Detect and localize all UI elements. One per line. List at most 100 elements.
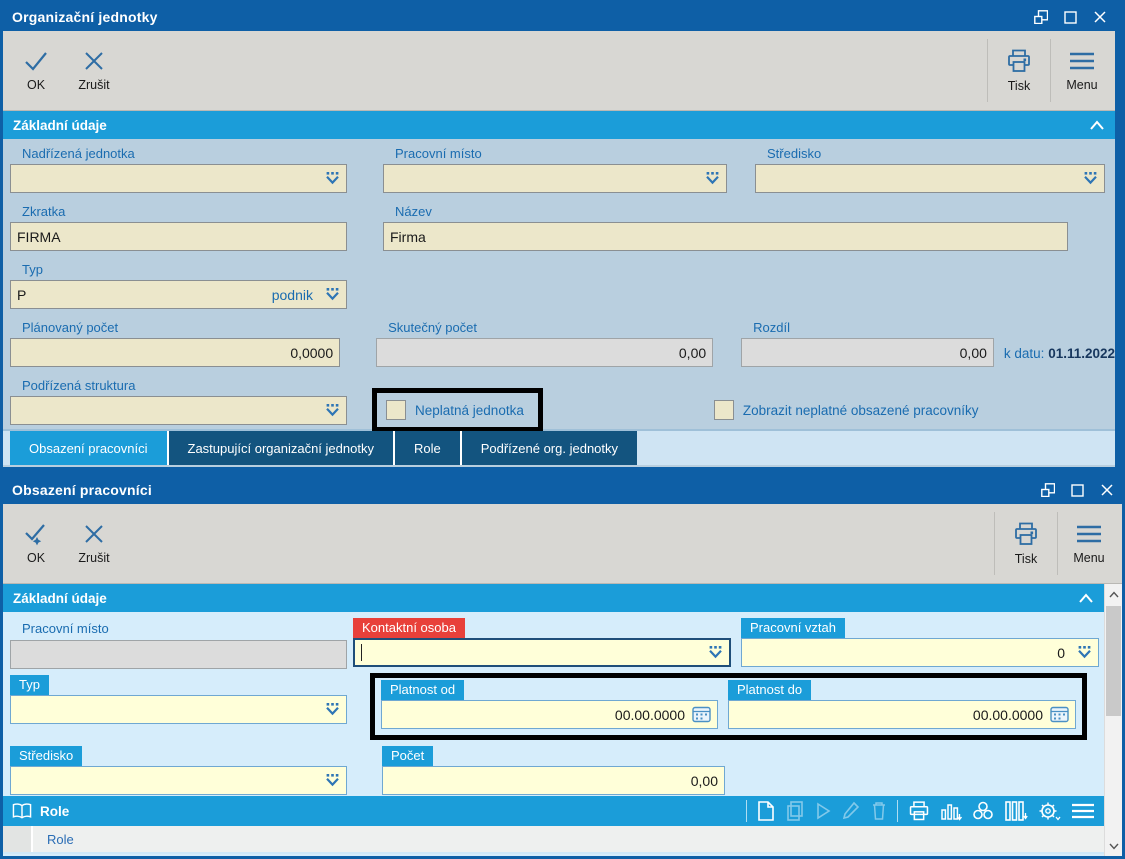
close-window-icon[interactable] — [1093, 10, 1107, 24]
form-row: Středisko Počet 0,00 — [10, 746, 1104, 795]
field-value: 00.00.0000 — [614, 706, 685, 723]
book-icon — [11, 802, 33, 820]
kontaktni-osoba-input[interactable] — [353, 638, 731, 667]
dropdown-icon[interactable] — [319, 172, 340, 185]
dropdown-icon[interactable] — [319, 774, 340, 787]
nazev-input[interactable]: Firma — [383, 222, 1068, 251]
vertical-scrollbar[interactable] — [1104, 584, 1122, 856]
highlight-annotation-box: Platnost od 00.00.0000 Platnost do — [370, 673, 1087, 740]
window2-main: Základní údaje Pracovní místo — [3, 584, 1104, 856]
relations-clover-icon[interactable] — [971, 800, 995, 822]
grid-menu-icon[interactable] — [1070, 800, 1096, 822]
dropdown-icon[interactable] — [319, 703, 340, 716]
pracovni-misto-input[interactable] — [383, 164, 727, 193]
pracovni-vztah-input[interactable]: 0 — [741, 638, 1099, 667]
print-button-label: Tisk — [1014, 552, 1038, 566]
column-header-role[interactable]: Role — [47, 831, 74, 847]
restore-window-icon[interactable] — [1041, 483, 1055, 497]
field-label: Pracovní místo — [22, 621, 109, 636]
stredisko-input[interactable] — [755, 164, 1105, 193]
grid-print-icon[interactable] — [907, 800, 931, 822]
field-value: FIRMA — [17, 228, 61, 245]
dropdown-icon[interactable] — [1071, 646, 1092, 659]
platnost-od-input[interactable]: 00.00.0000 — [381, 700, 718, 729]
pocet-input[interactable]: 0,00 — [382, 766, 725, 795]
dropdown-icon[interactable] — [1077, 172, 1098, 185]
tab-role[interactable]: Role — [394, 431, 460, 465]
platnost-do-input[interactable]: 00.00.0000 — [728, 700, 1076, 729]
zkratka-input[interactable]: FIRMA — [10, 222, 347, 251]
field-pracovni-vztah: Pracovní vztah 0 — [741, 618, 1099, 667]
window2-titlebar: Obsazení pracovníci — [3, 476, 1122, 504]
restore-window-icon[interactable] — [1034, 10, 1048, 24]
chart-icon[interactable] — [940, 800, 962, 822]
settings-gear-icon[interactable] — [1037, 800, 1061, 822]
tab-podrizene-org-jednotky[interactable]: Podřízené org. jednotky — [461, 431, 638, 465]
print-button[interactable]: Tisk — [990, 31, 1048, 110]
form-row: Zkratka FIRMA Název Firma — [10, 200, 1115, 251]
edit-pencil-icon[interactable] — [841, 800, 861, 822]
checkbox-label: Zobrazit neplatné obsazené pracovníky — [742, 402, 979, 418]
menu-button[interactable]: Menu — [1060, 504, 1118, 583]
menu-button[interactable]: Menu — [1053, 31, 1111, 110]
field-skutecny-pocet: Skutečný počet 0,00 — [376, 316, 714, 367]
ok-new-button[interactable]: OK — [7, 504, 65, 583]
cancel-button-label: Zrušit — [78, 551, 110, 565]
row-selector-cell[interactable] — [3, 826, 33, 852]
window1-titlebar: Organizační jednotky — [3, 3, 1115, 31]
podrizena-struktura-input[interactable] — [10, 396, 347, 425]
calendar-icon[interactable] — [1050, 706, 1069, 723]
copy-record-icon[interactable] — [785, 800, 805, 822]
neplatna-jednotka-checkbox[interactable] — [386, 400, 406, 420]
print-button-label: Tisk — [1007, 79, 1031, 93]
field-label: Rozdíl — [753, 320, 790, 335]
typ-input[interactable] — [10, 695, 347, 724]
dropdown-icon[interactable] — [319, 288, 340, 301]
check-star-icon — [22, 522, 50, 546]
section-title: Základní údaje — [13, 590, 107, 606]
scrollbar-thumb[interactable] — [1106, 606, 1121, 716]
window1-toolbar: OK Zrušit Tisk Menu — [3, 31, 1115, 111]
nadrizena-jednotka-input[interactable] — [10, 164, 347, 193]
columns-icon[interactable] — [1004, 800, 1028, 822]
new-record-icon[interactable] — [756, 800, 776, 822]
field-podrizena-struktura: Podřízená struktura — [10, 374, 347, 425]
delete-trash-icon[interactable] — [870, 800, 888, 822]
maximize-window-icon[interactable] — [1064, 10, 1077, 24]
stredisko-input[interactable] — [10, 766, 347, 795]
field-label: Středisko — [767, 146, 822, 161]
field-stredisko: Středisko — [755, 142, 1105, 193]
close-window-icon[interactable] — [1100, 483, 1114, 497]
tab-obsazeni-pracovnici[interactable]: Obsazení pracovníci — [10, 431, 167, 465]
dropdown-icon[interactable] — [319, 404, 340, 417]
field-label-chip: Pracovní vztah — [741, 618, 845, 638]
typ-input[interactable]: P podnik — [10, 280, 347, 309]
zobrazit-neplatne-checkbox[interactable] — [713, 400, 734, 420]
scroll-up-icon[interactable] — [1105, 585, 1122, 603]
field-value: 0 — [1057, 644, 1065, 661]
collapse-chevron-icon[interactable] — [1078, 592, 1094, 604]
cancel-button[interactable]: Zrušit — [65, 504, 123, 583]
tab-zastupujici-organizacni-jednotky[interactable]: Zastupující organizační jednotky — [168, 431, 393, 465]
zobrazit-neplatne-checkline: Zobrazit neplatné obsazené pracovníky — [713, 400, 979, 420]
typ-display-value: podnik — [271, 286, 313, 303]
field-pocet: Počet 0,00 — [382, 746, 725, 795]
field-label: Typ — [22, 262, 43, 277]
dropdown-icon[interactable] — [702, 646, 723, 659]
run-icon[interactable] — [814, 800, 832, 822]
printer-icon — [1012, 521, 1040, 547]
maximize-window-icon[interactable] — [1071, 483, 1084, 497]
collapse-chevron-icon[interactable] — [1089, 119, 1105, 131]
scroll-down-icon[interactable] — [1105, 837, 1122, 855]
field-zkratka: Zkratka FIRMA — [10, 200, 347, 251]
print-button[interactable]: Tisk — [997, 504, 1055, 583]
planovany-pocet-input[interactable]: 0,0000 — [10, 338, 341, 367]
cancel-button[interactable]: Zrušit — [65, 31, 123, 110]
skutecny-pocet-readonly: 0,00 — [376, 338, 714, 367]
calendar-icon[interactable] — [692, 706, 711, 723]
field-label: Podřízená struktura — [22, 378, 136, 393]
dropdown-icon[interactable] — [699, 172, 720, 185]
ok-button[interactable]: OK — [7, 31, 65, 110]
printer-icon — [1005, 48, 1033, 74]
